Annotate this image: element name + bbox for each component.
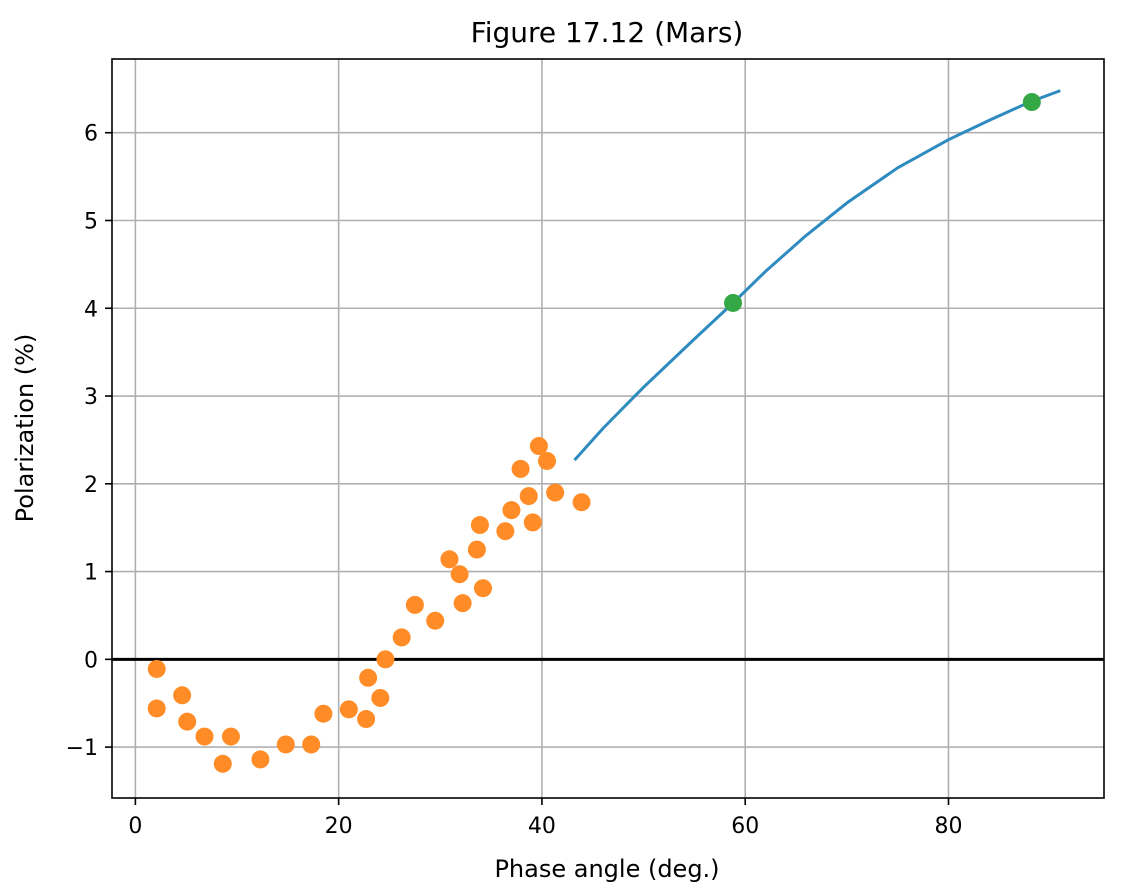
x-tick-label: 80: [934, 814, 962, 839]
observed-point: [357, 710, 376, 729]
observed-point: [426, 611, 445, 630]
observed-point: [392, 628, 411, 647]
observed-point: [473, 579, 492, 598]
observed-point: [314, 704, 333, 723]
observed-point: [502, 501, 521, 520]
observed-point: [376, 650, 395, 669]
y-ticks: −1 0 1 2 3 4 5 6: [66, 122, 112, 761]
observed-point: [213, 754, 232, 773]
observed-point: [195, 727, 214, 746]
series-line: [573, 89, 1061, 462]
observed-point: [147, 699, 166, 718]
chart-title: Figure 17.12 (Mars): [471, 16, 744, 49]
x-tick-label: 0: [128, 814, 142, 839]
y-tick-label: 6: [84, 122, 98, 147]
observed-point: [178, 712, 197, 731]
observed-point: [470, 516, 489, 535]
observed-point: [147, 659, 166, 678]
x-ticks: 0 20 40 60 80: [128, 798, 962, 839]
y-tick-label: 0: [84, 648, 98, 673]
y-axis-label: Polarization (%): [11, 334, 39, 523]
y-tick-label: 4: [84, 297, 98, 322]
y-tick-label: −1: [66, 736, 98, 761]
grid: [112, 59, 1104, 798]
observed-point: [440, 550, 459, 569]
observed-point: [519, 487, 538, 506]
x-axis-label: Phase angle (deg.): [494, 855, 719, 883]
y-tick-label: 2: [84, 473, 98, 498]
observed-point: [339, 700, 358, 719]
observed-point: [453, 594, 472, 613]
highlight-point: [1022, 93, 1041, 112]
observed-point: [546, 483, 565, 502]
x-tick-label: 40: [528, 814, 556, 839]
y-tick-label: 1: [84, 561, 98, 586]
observed-point: [523, 513, 542, 532]
observed-point: [221, 727, 240, 746]
x-tick-label: 20: [325, 814, 353, 839]
highlight-point: [724, 293, 743, 312]
observed-point: [496, 522, 515, 541]
observed-point: [302, 735, 321, 754]
observed-point: [251, 750, 270, 769]
series-group: [147, 89, 1061, 773]
observed-point: [371, 688, 390, 707]
observed-point: [529, 437, 548, 456]
observed-point: [511, 459, 530, 478]
x-tick-label: 60: [731, 814, 759, 839]
observed-point: [450, 565, 469, 584]
observed-point: [572, 493, 591, 512]
observed-point: [538, 451, 557, 470]
y-tick-label: 3: [84, 385, 98, 410]
observed-point: [359, 668, 378, 687]
observed-point: [467, 540, 486, 559]
y-tick-label: 5: [84, 209, 98, 234]
observed-point: [173, 686, 192, 705]
observed-point: [405, 595, 424, 614]
observed-point: [276, 735, 295, 754]
plot-frame: [111, 58, 1105, 799]
